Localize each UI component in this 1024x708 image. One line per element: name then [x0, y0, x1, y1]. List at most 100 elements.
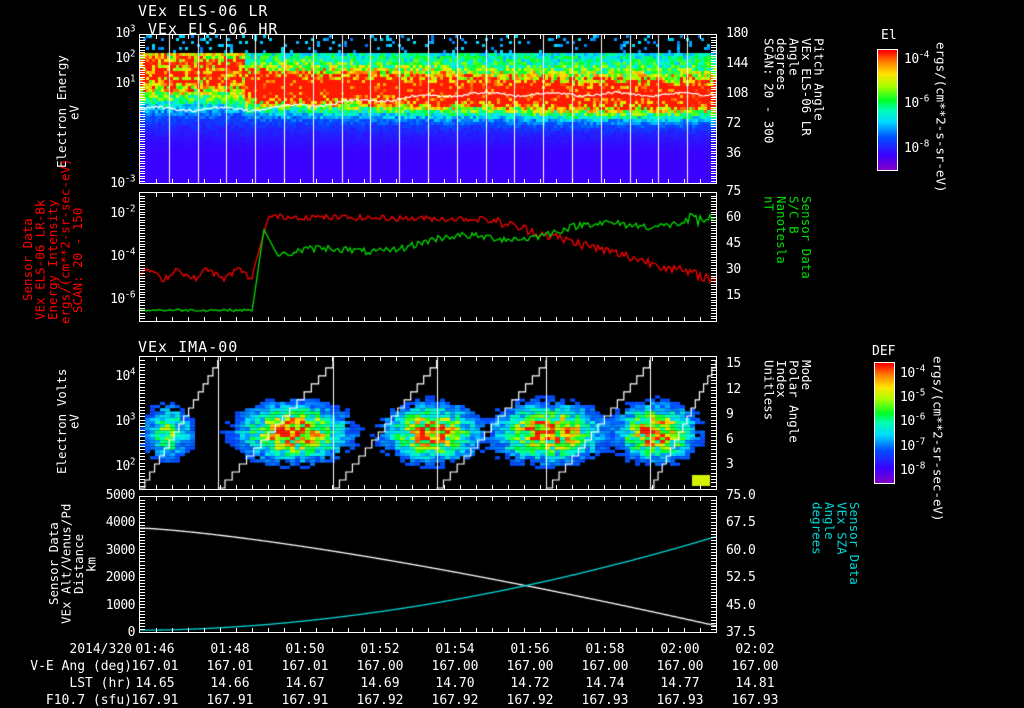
panel3-x-minor-tick — [492, 485, 493, 489]
panel2-energy-intensity-b[interactable] — [139, 192, 717, 322]
panel2-minor-tick — [711, 228, 716, 229]
table-cell-r3-c2: 167.91 — [281, 693, 329, 708]
panel1-minor-tick — [140, 99, 145, 100]
table-cell-r0-c6: 01:58 — [585, 642, 625, 657]
panel3-x-minor-tick — [156, 357, 157, 361]
panel3-minor-tick — [711, 453, 716, 454]
panel4-x-minor-tick — [684, 497, 685, 501]
panel2-x-minor-tick — [428, 317, 429, 321]
panel3-x-minor-tick — [444, 485, 445, 489]
panel1-x-minor-tick — [524, 179, 525, 183]
panel2-x-minor-tick — [412, 317, 413, 321]
panel2-x-minor-tick — [156, 193, 157, 197]
panel3-right-tick-4: 3 — [726, 456, 734, 472]
panel4-x-minor-tick — [332, 628, 333, 632]
panel2-minor-tick — [140, 286, 145, 287]
panel4-minor-tick — [711, 614, 716, 615]
panel3-minor-tick — [711, 466, 716, 467]
panel4-minor-tick — [711, 537, 716, 538]
panel1-minor-tick — [140, 107, 145, 108]
panel3-minor-tick — [711, 410, 716, 411]
panel1-minor-tick — [711, 151, 716, 152]
table-cell-r3-c0: 167.91 — [131, 693, 179, 708]
panel2-x-minor-tick — [412, 193, 413, 197]
panel3-cb-tick-4: 10-8 — [900, 460, 925, 479]
panel3-left-tick-1: 103 — [115, 411, 135, 429]
panel4-minor-tick — [711, 617, 716, 618]
panel4-right-tick-2: 60.0 — [726, 542, 756, 558]
panel2-x-minor-tick — [268, 317, 269, 321]
panel1-minor-tick — [140, 136, 145, 137]
panel3-x-minor-tick — [572, 357, 573, 361]
panel3-x-minor-tick — [652, 485, 653, 489]
panel1-minor-tick — [711, 97, 716, 98]
panel2-x-minor-tick — [652, 193, 653, 197]
panel3-ima-spectrogram[interactable] — [139, 356, 717, 490]
panel3-cb-tick-1: 10-5 — [900, 387, 925, 406]
panel4-x-minor-tick — [492, 628, 493, 632]
panel4-ephemeris[interactable] — [139, 496, 717, 633]
panel4-x-minor-tick — [668, 497, 669, 501]
panel1-minor-tick — [711, 153, 716, 154]
panel4-x-minor-tick — [364, 497, 365, 501]
panel3-minor-tick — [711, 443, 716, 444]
panel1-x-minor-tick — [684, 35, 685, 39]
panel4-minor-tick — [140, 571, 145, 572]
panel2-minor-tick — [140, 222, 145, 223]
panel1-minor-tick — [711, 87, 716, 88]
panel2-minor-tick — [140, 262, 145, 263]
panel3-x-minor-tick — [204, 357, 205, 361]
panel2-x-minor-tick — [204, 317, 205, 321]
panel2-x-minor-tick — [572, 193, 573, 197]
panel2-minor-tick — [140, 252, 145, 253]
panel1-minor-tick — [140, 97, 145, 98]
panel1-x-minor-tick — [556, 35, 557, 39]
panel2-minor-tick — [711, 230, 716, 231]
panel4-minor-tick — [140, 503, 145, 504]
panel3-x-minor-tick — [572, 485, 573, 489]
panel4-minor-tick — [711, 580, 716, 581]
panel2-minor-tick — [140, 257, 145, 258]
panel4-minor-tick — [711, 522, 716, 523]
panel3-minor-tick — [711, 407, 716, 408]
panel2-minor-tick — [711, 244, 716, 245]
panel2-minor-tick — [711, 286, 716, 287]
panel3-x-minor-tick — [700, 485, 701, 489]
panel2-x-minor-tick — [620, 193, 621, 197]
panel1-minor-tick — [711, 52, 716, 53]
panel2-minor-tick — [711, 222, 716, 223]
panel4-minor-tick — [711, 543, 716, 544]
panel1-x-minor-tick — [572, 179, 573, 183]
panel2-right-axis-label: Sensor Data S/C B Nanotesla nT — [761, 196, 815, 279]
panel3-x-minor-tick — [188, 485, 189, 489]
panel4-x-minor-tick — [252, 497, 253, 501]
panel2-x-minor-tick — [172, 317, 173, 321]
panel2-minor-tick — [711, 257, 716, 258]
panel2-x-minor-tick — [188, 193, 189, 197]
panel1-minor-tick — [140, 144, 145, 145]
panel3-right-ticklabels: 15 12 9 6 3 — [726, 0, 766, 708]
panel3-x-minor-tick — [396, 485, 397, 489]
panel2-x-minor-tick — [364, 193, 365, 197]
panel1-x-minor-tick — [412, 179, 413, 183]
panel2-x-minor-tick — [252, 317, 253, 321]
panel3-minor-tick — [711, 463, 716, 464]
panel3-minor-tick — [140, 453, 145, 454]
panel1-minor-tick — [140, 181, 145, 182]
panel4-minor-tick — [711, 565, 716, 566]
panel2-minor-tick — [711, 206, 716, 207]
panel3-minor-tick — [140, 443, 145, 444]
panel3-left-tick-2: 102 — [115, 456, 135, 474]
table-cell-r0-c3: 01:52 — [360, 642, 400, 657]
panel1-els-spectrogram[interactable] — [139, 34, 717, 184]
panel1-minor-tick — [140, 45, 145, 46]
panel1-x-minor-tick — [652, 35, 653, 39]
panel3-x-minor-tick — [204, 485, 205, 489]
table-cell-r2-c5: 14.72 — [510, 676, 550, 691]
panel2-minor-tick — [140, 270, 145, 271]
table-cell-r3-c8: 167.93 — [731, 693, 779, 708]
panel1-x-minor-tick — [700, 179, 701, 183]
panel1-minor-tick — [711, 158, 716, 159]
panel1-cb-tick-2: 10-8 — [904, 138, 929, 156]
panel4-x-minor-tick — [156, 497, 157, 501]
